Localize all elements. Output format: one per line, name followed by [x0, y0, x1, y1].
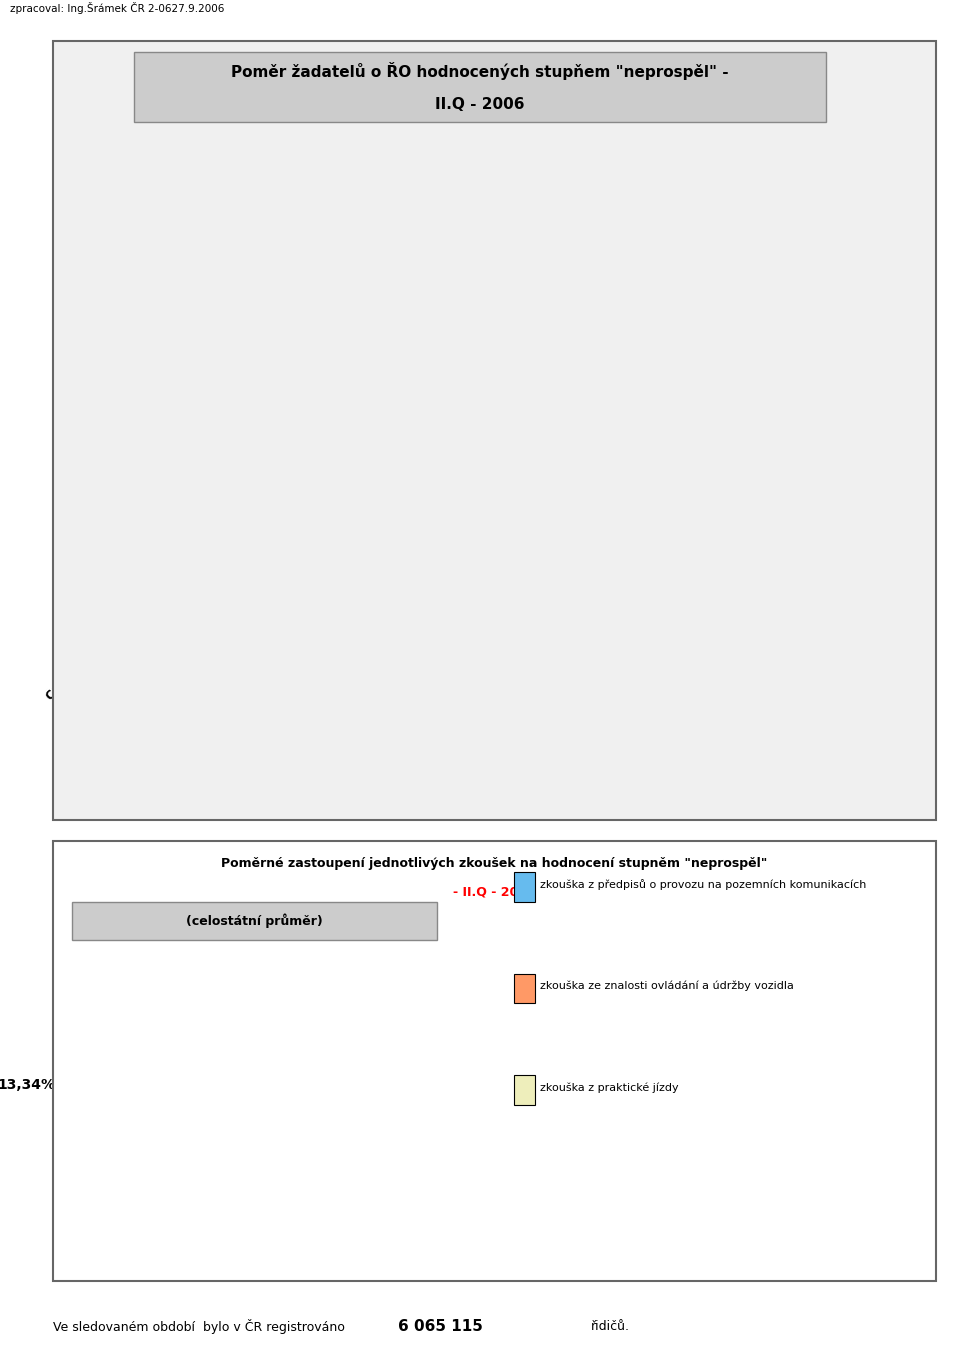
- Text: 21,74%: 21,74%: [789, 454, 800, 498]
- Polygon shape: [118, 1058, 274, 1157]
- Bar: [776, 348, 813, 603]
- Polygon shape: [118, 1063, 459, 1215]
- Text: 19,17%: 19,17%: [297, 469, 307, 513]
- Text: 26,04%: 26,04%: [132, 430, 143, 473]
- Bar: [721, 258, 758, 603]
- Text: 25,64%: 25,64%: [899, 431, 909, 476]
- Text: II.Q - 2006: II.Q - 2006: [435, 96, 525, 113]
- Text: 30,15%: 30,15%: [516, 405, 526, 449]
- Polygon shape: [118, 1058, 459, 1185]
- Bar: [502, 251, 540, 603]
- Bar: [612, 369, 649, 603]
- Text: 20,03%: 20,03%: [680, 465, 690, 508]
- Text: 0,00%: 0,00%: [242, 557, 252, 594]
- Bar: [283, 380, 321, 603]
- Text: řidičů.: řidičů.: [590, 1319, 630, 1333]
- Text: zpracoval: Ing.Šrámek ČR 2-0627.9.2006: zpracoval: Ing.Šrámek ČR 2-0627.9.2006: [10, 1, 224, 14]
- Text: (celostátní průměr): (celostátní průměr): [186, 914, 323, 928]
- Text: 35,93%: 35,93%: [570, 372, 581, 415]
- Polygon shape: [88, 1024, 274, 1127]
- Text: 33,90%: 33,90%: [844, 384, 854, 427]
- Text: Poměrné zastoupení jednotlivých zkoušek na hodnocení stupněm "neprospěl": Poměrné zastoupení jednotlivých zkoušek …: [221, 857, 768, 871]
- Text: 20,53%: 20,53%: [187, 461, 198, 506]
- Bar: [447, 183, 485, 603]
- Bar: [338, 359, 375, 603]
- Text: zkouška z předpisů o provozu na pozemních komunikacích: zkouška z předpisů o provozu na pozemníc…: [540, 879, 867, 890]
- Text: 20,01%: 20,01%: [625, 465, 636, 508]
- Text: 30,59%: 30,59%: [406, 403, 417, 446]
- Polygon shape: [94, 929, 459, 1058]
- Polygon shape: [88, 1059, 118, 1157]
- Text: 35,98%: 35,98%: [461, 372, 471, 415]
- Bar: [557, 183, 594, 603]
- Text: 29,54%: 29,54%: [734, 410, 745, 453]
- Y-axis label: poměr neúspěšních žadatelů: poměr neúspěšních žadatelů: [56, 274, 70, 465]
- Text: zkouška ze znalosti ovládání a údržby vozidla: zkouška ze znalosti ovládání a údržby vo…: [540, 980, 794, 991]
- Text: 13,34%: 13,34%: [0, 1078, 55, 1092]
- Bar: [393, 245, 430, 603]
- Text: 20,91%: 20,91%: [351, 460, 362, 503]
- Bar: [119, 298, 156, 603]
- Text: - II.Q - 2006: - II.Q - 2006: [453, 885, 536, 899]
- Polygon shape: [118, 1058, 274, 1157]
- Text: Ve sledovaném období  bylo v ČR registrováno: Ve sledovaném období bylo v ČR registrov…: [53, 1318, 345, 1334]
- Bar: [885, 304, 923, 603]
- Bar: [174, 363, 211, 603]
- Bar: [666, 369, 704, 603]
- Text: 45,87%: 45,87%: [277, 879, 335, 892]
- Text: 40,80%: 40,80%: [316, 1216, 374, 1230]
- Text: zkouška z praktické jízdy: zkouška z praktické jízdy: [540, 1082, 679, 1093]
- Text: Poměr žadatelů o ŘO hodnocených stupňem "neprospěl" -: Poměr žadatelů o ŘO hodnocených stupňem …: [231, 62, 729, 80]
- Text: 6 065 115: 6 065 115: [398, 1318, 483, 1334]
- Bar: [830, 207, 868, 603]
